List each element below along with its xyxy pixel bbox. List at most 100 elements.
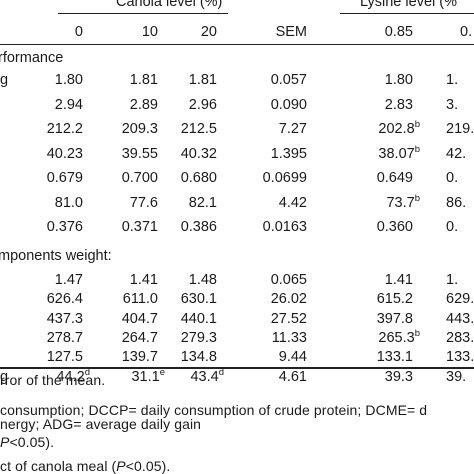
cell-lysine-next: 39.	[446, 368, 467, 385]
cell-canola-10: 0.371	[121, 219, 158, 235]
cell-canola-20: 0.680	[180, 170, 217, 186]
cell-canola-20: 630.1	[180, 291, 217, 308]
cell-lysine-next: 443.	[446, 310, 474, 327]
cell-canola-0: 1.80	[54, 72, 83, 88]
header-underline-lysine	[340, 13, 474, 14]
cell-canola-0: 278.7	[46, 329, 83, 346]
significance-superscript: d	[84, 366, 90, 378]
cell-canola-10: 31.1e	[131, 366, 165, 385]
cell-canola-10: 1.81	[129, 72, 158, 88]
cell-sem: 11.33	[271, 329, 307, 346]
cell-canola-10: 0.700	[121, 170, 158, 186]
cell-sem: 9.44	[278, 349, 307, 366]
cell-sem: 7.27	[278, 121, 307, 137]
cell-canola-0: 437.3	[46, 310, 83, 327]
footnote-abbrev-1: consumption; DCCP= daily consumption of …	[0, 402, 428, 418]
cell-canola-10: 2.89	[129, 96, 158, 113]
cell-lysine-085: 38.07b	[378, 143, 420, 162]
cell-canola-20: 212.5	[180, 121, 217, 137]
cell-lysine-next: 42.	[446, 145, 467, 162]
cell-lysine-next: 3.	[446, 96, 459, 113]
cell-sem: 0.057	[270, 72, 307, 88]
cell-canola-20: 0.386	[180, 219, 217, 235]
cell-lysine-next: 629.	[446, 291, 474, 308]
cell-canola-0: 127.5	[46, 349, 83, 366]
cell-sem: 26.02	[270, 291, 307, 308]
footnote-significance: P<0.05).	[0, 434, 55, 450]
cell-canola-10: 139.7	[121, 349, 158, 366]
cell-lysine-next: 1.	[446, 272, 459, 288]
cell-lysine-next: 0.	[446, 170, 459, 186]
cell-canola-20: 134.8	[180, 349, 217, 366]
cell-sem: 27.52	[270, 310, 307, 327]
cell-lysine-085: 615.2	[376, 291, 413, 308]
cell-sem: 1.395	[270, 145, 307, 162]
bottom-rule	[0, 367, 474, 369]
footnote-canola-effect: ct of canola meal (P<0.05).	[0, 458, 171, 474]
cell-sem: 0.0163	[262, 219, 307, 235]
cell-canola-0: 212.2	[46, 121, 83, 137]
cell-canola-10: 264.7	[121, 329, 158, 346]
cell-canola-0: 626.4	[46, 291, 83, 308]
row-label: g	[0, 368, 9, 385]
cell-lysine-085: 397.8	[376, 310, 413, 327]
significance-superscript: b	[414, 327, 420, 339]
cell-lysine-085: 73.7b	[386, 192, 420, 211]
header-underline-canola	[58, 13, 228, 14]
cell-canola-0: 40.23	[46, 145, 83, 162]
cell-canola-20: 279.3	[180, 329, 217, 346]
cell-canola-0: 0.679	[46, 170, 83, 186]
col-header-sem: SEM	[275, 24, 307, 40]
cell-lysine-next: 283.	[446, 329, 474, 346]
cell-lysine-next: 133.	[446, 349, 474, 366]
cell-lysine-085: 0.360	[376, 219, 413, 235]
col-header-0: 0	[74, 24, 83, 40]
cell-sem: 4.42	[278, 194, 307, 211]
cell-canola-0: 81.0	[54, 194, 83, 211]
cell-lysine-085: 0.649	[376, 170, 413, 186]
cell-lysine-085: 202.8b	[378, 119, 420, 137]
col-header-085: 0.85	[384, 24, 413, 40]
cell-canola-10: 1.41	[129, 272, 158, 288]
col-header-10: 10	[141, 24, 158, 40]
section-performance: rformance	[0, 50, 64, 66]
row-label: g	[0, 72, 9, 88]
cell-canola-10: 209.3	[121, 121, 158, 137]
cell-lysine-next: 86.	[446, 194, 467, 211]
cell-lysine-085: 1.80	[384, 72, 413, 88]
cell-canola-20: 1.48	[188, 272, 217, 288]
significance-superscript: b	[414, 119, 420, 130]
cell-canola-20: 440.1	[180, 310, 217, 327]
cell-canola-20: 1.81	[188, 72, 217, 88]
col-header-09: 0.	[460, 24, 473, 40]
section-components-weight: mponents weight:	[0, 248, 112, 264]
cell-canola-20: 82.1	[188, 194, 217, 211]
significance-superscript: e	[159, 366, 165, 378]
col-header-20: 20	[200, 24, 217, 40]
cell-sem: 0.065	[270, 272, 307, 288]
cell-canola-0: 1.47	[54, 272, 83, 288]
cell-lysine-085: 133.1	[376, 349, 413, 366]
cell-lysine-next: 0.	[446, 219, 459, 235]
header-canola-level: Canola level (%)	[116, 0, 223, 10]
cell-canola-20: 43.4d	[190, 366, 224, 385]
cell-canola-10: 77.6	[129, 194, 158, 211]
cell-sem: 0.090	[270, 96, 307, 113]
cell-canola-20: 40.32	[180, 145, 217, 162]
cell-sem: 4.61	[278, 368, 307, 385]
cell-canola-0: 2.94	[54, 96, 83, 113]
cell-lysine-085: 39.3	[384, 368, 413, 385]
cell-lysine-next: 219.	[446, 121, 474, 137]
cell-sem: 0.0699	[262, 170, 307, 186]
cell-lysine-085: 265.3b	[378, 327, 420, 346]
cell-canola-10: 404.7	[121, 310, 158, 327]
cell-lysine-085: 2.83	[384, 96, 413, 113]
header-rule	[0, 44, 474, 45]
footnote-abbrev-2: nergy; ADG= average daily gain	[0, 416, 202, 432]
significance-superscript: d	[218, 366, 224, 378]
cell-canola-0: 0.376	[46, 219, 83, 235]
cell-canola-0: 44.2d	[56, 366, 90, 385]
header-lysine-level: Lysine level (%	[360, 0, 457, 10]
cell-lysine-next: 1.	[446, 72, 459, 88]
